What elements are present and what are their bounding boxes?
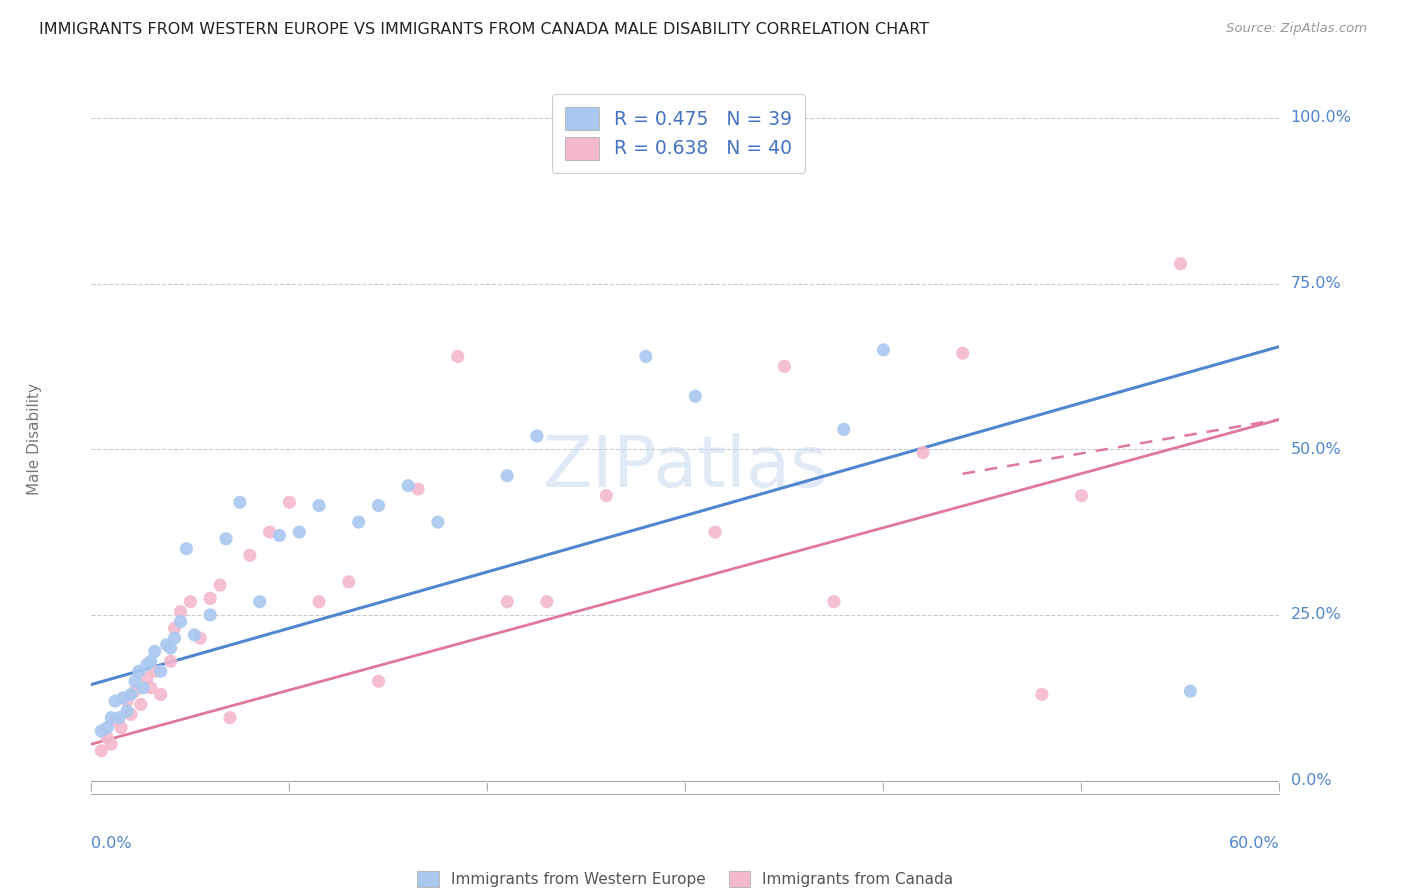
- Point: [704, 525, 727, 540]
- Point: [685, 389, 707, 403]
- Point: [1170, 257, 1192, 271]
- Text: 100.0%: 100.0%: [1291, 111, 1351, 126]
- Point: [1180, 684, 1202, 698]
- Point: [209, 578, 232, 592]
- Point: [115, 704, 138, 718]
- Point: [406, 482, 429, 496]
- Point: [124, 674, 146, 689]
- Point: [911, 445, 934, 459]
- Point: [96, 721, 118, 735]
- Point: [104, 714, 127, 728]
- Point: [100, 711, 122, 725]
- Point: [139, 681, 162, 695]
- Point: [159, 654, 181, 668]
- Point: [176, 541, 198, 556]
- Point: [112, 690, 135, 705]
- Legend: Immigrants from Western Europe, Immigrants from Canada: Immigrants from Western Europe, Immigran…: [412, 865, 959, 892]
- Point: [163, 621, 186, 635]
- Point: [132, 681, 155, 695]
- Text: 50.0%: 50.0%: [1291, 442, 1341, 457]
- Point: [110, 721, 132, 735]
- Point: [773, 359, 796, 374]
- Point: [200, 591, 222, 606]
- Point: [823, 595, 845, 609]
- Point: [347, 515, 370, 529]
- Point: [308, 499, 330, 513]
- Point: [367, 674, 389, 689]
- Point: [239, 549, 262, 563]
- Point: [426, 515, 449, 529]
- Point: [1070, 489, 1092, 503]
- Point: [135, 671, 157, 685]
- Point: [447, 350, 470, 364]
- Point: [104, 694, 127, 708]
- Point: [188, 631, 211, 645]
- Point: [139, 654, 162, 668]
- Point: [149, 688, 172, 702]
- Point: [200, 607, 222, 622]
- Point: [169, 605, 191, 619]
- Point: [183, 628, 205, 642]
- Point: [1031, 688, 1053, 702]
- Point: [288, 525, 311, 540]
- Text: 25.0%: 25.0%: [1291, 607, 1341, 623]
- Point: [496, 595, 519, 609]
- Point: [278, 495, 301, 509]
- Point: [135, 657, 157, 672]
- Text: Male Disability: Male Disability: [27, 384, 42, 495]
- Point: [128, 665, 150, 679]
- Point: [367, 499, 389, 513]
- Point: [308, 595, 330, 609]
- Point: [249, 595, 271, 609]
- Text: IMMIGRANTS FROM WESTERN EUROPE VS IMMIGRANTS FROM CANADA MALE DISABILITY CORRELA: IMMIGRANTS FROM WESTERN EUROPE VS IMMIGR…: [39, 22, 929, 37]
- Point: [120, 688, 142, 702]
- Point: [143, 644, 166, 658]
- Point: [100, 737, 122, 751]
- Point: [115, 694, 138, 708]
- Point: [163, 631, 186, 645]
- Point: [526, 429, 548, 443]
- Point: [396, 479, 419, 493]
- Point: [219, 711, 242, 725]
- Point: [156, 638, 179, 652]
- Point: [229, 495, 252, 509]
- Point: [149, 665, 172, 679]
- Text: 60.0%: 60.0%: [1229, 837, 1279, 852]
- Point: [496, 468, 519, 483]
- Point: [269, 528, 291, 542]
- Point: [120, 707, 142, 722]
- Point: [179, 595, 201, 609]
- Point: [832, 422, 855, 436]
- Point: [96, 731, 118, 745]
- Point: [124, 684, 146, 698]
- Text: ZIPatlas: ZIPatlas: [543, 434, 828, 502]
- Point: [108, 711, 131, 725]
- Point: [872, 343, 894, 357]
- Text: 0.0%: 0.0%: [1291, 773, 1331, 789]
- Point: [337, 574, 360, 589]
- Text: 0.0%: 0.0%: [91, 837, 132, 852]
- Text: Source: ZipAtlas.com: Source: ZipAtlas.com: [1226, 22, 1367, 36]
- Point: [159, 641, 181, 656]
- Point: [634, 350, 657, 364]
- Point: [169, 615, 191, 629]
- Point: [536, 595, 558, 609]
- Point: [215, 532, 238, 546]
- Text: 75.0%: 75.0%: [1291, 276, 1341, 291]
- Point: [129, 698, 152, 712]
- Point: [595, 489, 617, 503]
- Point: [90, 723, 112, 738]
- Point: [259, 525, 281, 540]
- Point: [90, 744, 112, 758]
- Point: [952, 346, 974, 360]
- Point: [143, 665, 166, 679]
